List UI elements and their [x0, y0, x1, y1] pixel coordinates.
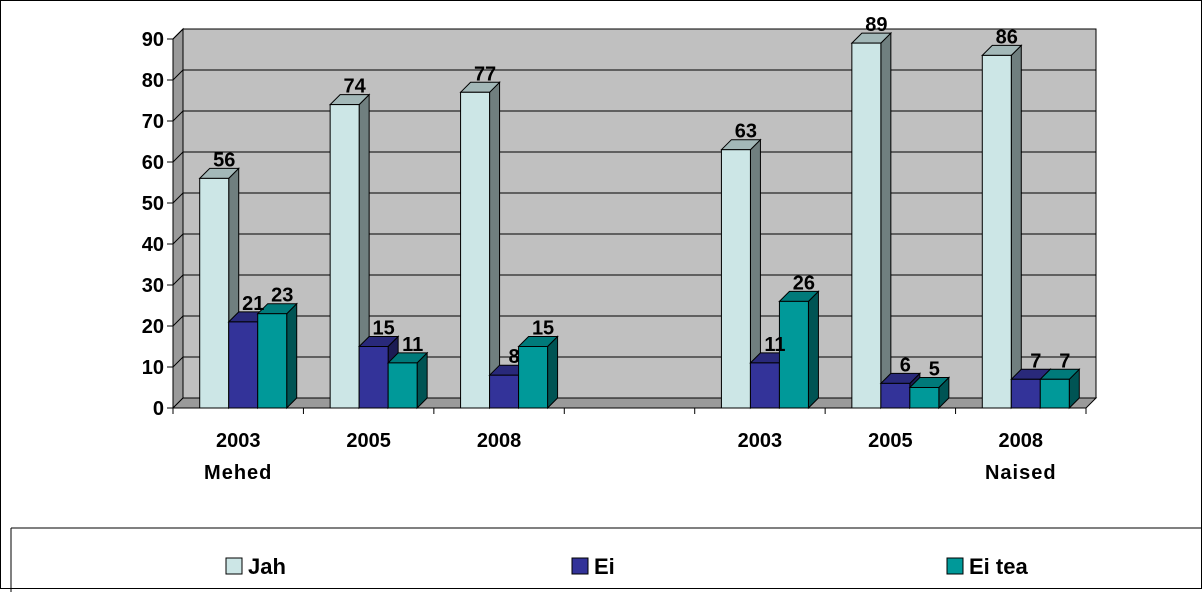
- bar: [459, 81, 501, 410]
- data-label: 23: [271, 285, 293, 307]
- bar: [328, 93, 371, 410]
- data-label: 74: [344, 76, 367, 98]
- data-label: 77: [474, 63, 496, 85]
- bar-front: [909, 387, 940, 409]
- legend-label: Ei: [594, 554, 615, 579]
- legend-swatch: [946, 557, 964, 575]
- y-tick-label: 80: [142, 70, 164, 92]
- bar-side: [489, 81, 501, 410]
- bar: [981, 44, 1023, 410]
- bar: [720, 138, 762, 410]
- bar-side: [807, 290, 819, 410]
- bar: [1039, 368, 1081, 410]
- data-label: 21: [242, 293, 264, 315]
- x-tick-label: 2003: [216, 430, 261, 452]
- gridline: [172, 28, 1096, 40]
- legend-item: Jah: [225, 554, 286, 579]
- y-tick-label: 50: [142, 193, 164, 215]
- data-label: 8: [509, 346, 520, 368]
- bar-side: [880, 31, 892, 410]
- bar-front: [880, 382, 911, 409]
- group-label: Mehed: [204, 462, 272, 484]
- legend-swatch: [225, 557, 243, 575]
- data-label: 11: [764, 334, 785, 356]
- legend-item: Ei: [571, 554, 615, 579]
- data-label: 63: [735, 121, 757, 143]
- legend-label: Jah: [248, 554, 286, 579]
- bars: [198, 31, 1081, 410]
- plot-floor: [171, 397, 1098, 409]
- data-label: 6: [900, 354, 911, 376]
- x-tick-label: 2008: [477, 430, 522, 452]
- bar-side: [1010, 44, 1022, 410]
- legend-label: Ei tea: [969, 554, 1028, 579]
- group-label: Naised: [985, 462, 1057, 484]
- gridline: [172, 274, 1096, 286]
- bar-front: [518, 346, 549, 409]
- y-tick-label: 0: [153, 398, 164, 420]
- data-label: 11: [402, 334, 423, 356]
- bar: [517, 335, 559, 410]
- data-label: 86: [996, 26, 1018, 48]
- plot-area: [171, 27, 1098, 410]
- bar-front: [387, 362, 418, 409]
- bar-front: [720, 149, 751, 409]
- x-tick-label: 2005: [868, 430, 913, 452]
- bar: [256, 302, 298, 410]
- y-tick-label: 10: [142, 357, 164, 379]
- data-label: 56: [213, 149, 235, 171]
- bar-side: [286, 302, 298, 410]
- x-tick-label: 2003: [738, 430, 783, 452]
- bar-side: [547, 335, 559, 410]
- y-tick-label: 40: [142, 234, 164, 256]
- bar-front: [1039, 378, 1070, 409]
- gridline: [172, 69, 1096, 81]
- gridline: [172, 110, 1096, 122]
- data-label: 15: [373, 318, 395, 340]
- legend-swatch: [571, 557, 589, 575]
- gridline: [172, 151, 1096, 163]
- gridline: [172, 192, 1096, 204]
- bar-front: [1010, 378, 1041, 409]
- y-tick-label: 20: [142, 316, 164, 338]
- y-tick-label: 60: [142, 152, 164, 174]
- bar: [778, 290, 820, 410]
- plot-back-wall: [182, 28, 1097, 399]
- data-label: 89: [865, 14, 887, 36]
- bar-front: [228, 321, 259, 409]
- data-label: 26: [793, 272, 815, 294]
- bar-front: [199, 177, 230, 409]
- data-label: 15: [532, 318, 554, 340]
- legend: Jah Ei Ei tea: [10, 527, 1202, 592]
- bar-front: [749, 362, 780, 409]
- bar: [850, 31, 893, 410]
- axes: 0 10 20 30 40 50 60 70 80 90 2003 2005 2008 2003 2005 2…: [142, 29, 1087, 484]
- bar-front: [358, 346, 389, 409]
- data-labels: 56 21 23 74 15 11 77 8 15 63 11 26 89 6 5 86 7 7: [213, 14, 1070, 380]
- bar-front: [489, 374, 520, 409]
- data-label: 7: [1059, 350, 1070, 372]
- x-tick-label: 2008: [999, 430, 1044, 452]
- bar-front: [981, 54, 1012, 409]
- y-tick-label: 70: [142, 111, 164, 133]
- plot-side-wall: [172, 27, 184, 410]
- legend-item: Ei tea: [946, 554, 1028, 579]
- bar-front: [778, 300, 809, 409]
- y-tick-label: 30: [142, 275, 164, 297]
- bar-front: [329, 104, 360, 409]
- bar-front: [460, 91, 491, 409]
- gridline: [172, 233, 1096, 245]
- bar-front: [851, 42, 882, 409]
- data-label: 7: [1030, 350, 1041, 372]
- bar: [386, 351, 429, 410]
- data-label: 5: [929, 359, 940, 381]
- bar-front: [257, 313, 288, 409]
- x-tick-label: 2005: [346, 430, 391, 452]
- bar: [908, 376, 951, 410]
- y-tick-label: 90: [142, 29, 164, 51]
